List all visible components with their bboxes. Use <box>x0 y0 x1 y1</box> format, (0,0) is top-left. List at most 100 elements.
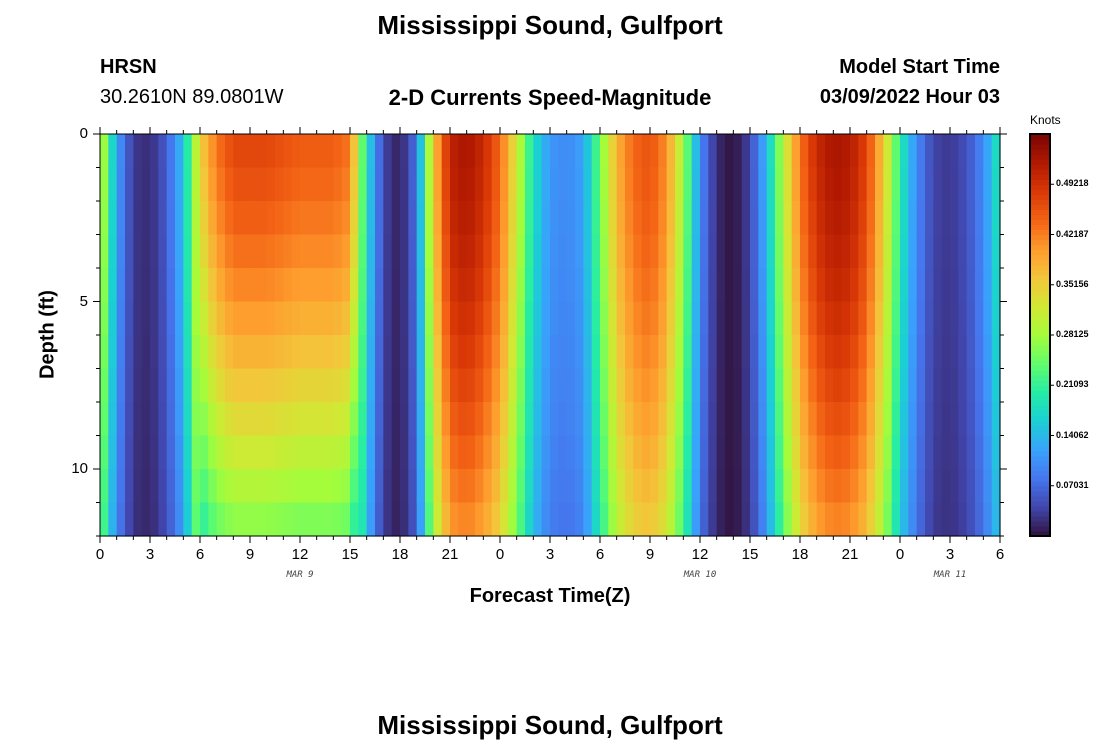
heatmap-cell <box>808 335 818 370</box>
heatmap-cell <box>141 234 151 269</box>
heatmap-cell <box>908 134 918 169</box>
heatmap-cell <box>783 301 793 336</box>
colorbar-segment <box>1030 209 1050 216</box>
heatmap-cell <box>191 368 201 403</box>
heatmap-cell <box>225 335 234 370</box>
heatmap-cell <box>566 134 576 169</box>
heatmap-cell <box>308 368 318 403</box>
colorbar-segment <box>1030 269 1050 276</box>
heatmap-cell <box>383 335 393 370</box>
colorbar-segment <box>1030 495 1050 502</box>
heatmap-cell <box>883 301 893 336</box>
heatmap-cell <box>266 502 276 537</box>
colorbar-segment <box>1030 294 1050 301</box>
heatmap-cell <box>341 368 351 403</box>
x-tick-label: 18 <box>391 546 409 563</box>
heatmap-cell <box>575 268 584 303</box>
heatmap-cell <box>533 368 543 403</box>
heatmap-cell <box>450 335 459 370</box>
heatmap-cell <box>566 368 576 403</box>
heatmap-cell <box>825 234 834 269</box>
colorbar-segment <box>1030 289 1050 296</box>
heatmap-cell <box>341 167 351 202</box>
heatmap-cell <box>291 402 301 437</box>
heatmap-cell <box>800 335 809 370</box>
heatmap-cell <box>183 502 193 537</box>
heatmap-cell <box>791 234 801 269</box>
heatmap-cell <box>775 268 784 303</box>
heatmap-cell <box>466 435 476 470</box>
heatmap-cell <box>433 368 443 403</box>
heatmap-cell <box>925 167 934 202</box>
heatmap-cell <box>508 335 518 370</box>
heatmap-cell <box>225 368 234 403</box>
heatmap-cell <box>900 167 909 202</box>
heatmap-cell <box>208 268 218 303</box>
heatmap-cell <box>650 201 659 236</box>
heatmap-cell <box>500 201 509 236</box>
heatmap-cell <box>391 167 401 202</box>
heatmap-cell <box>300 368 309 403</box>
heatmap-cell <box>566 402 576 437</box>
heatmap-cell <box>766 435 776 470</box>
colorbar-segment <box>1030 309 1050 316</box>
heatmap-cell <box>633 167 643 202</box>
heatmap-cell <box>608 435 618 470</box>
heatmap-cell <box>475 435 484 470</box>
heatmap-cell <box>808 469 818 504</box>
heatmap-cell <box>441 368 451 403</box>
colorbar-segment <box>1030 179 1050 185</box>
heatmap-cell <box>208 469 218 504</box>
heatmap-cell <box>300 234 309 269</box>
heatmap-cell <box>583 368 593 403</box>
colorbar-tick-label: 0.42187 <box>1056 228 1089 239</box>
heatmap-cell <box>458 268 468 303</box>
heatmap-cell <box>816 469 826 504</box>
heatmap-cell <box>875 301 884 336</box>
colorbar-segment <box>1030 390 1050 396</box>
heatmap-cell <box>650 335 659 370</box>
heatmap-cell <box>558 502 568 537</box>
heatmap-cell <box>575 502 584 537</box>
heatmap-cell <box>766 368 776 403</box>
colorbar-tick-label: 0.35156 <box>1056 278 1089 289</box>
heatmap-cell <box>241 502 251 537</box>
heatmap-cell <box>650 402 659 437</box>
heatmap-cell <box>933 502 943 537</box>
heatmap-cell <box>900 469 909 504</box>
heatmap-cell <box>158 502 168 537</box>
heatmap-cell <box>325 167 334 202</box>
heatmap-cell <box>966 301 976 336</box>
heatmap-cell <box>766 301 776 336</box>
heatmap-cell <box>883 268 893 303</box>
heatmap-cell <box>191 435 201 470</box>
colorbar-segment <box>1030 219 1050 226</box>
heatmap-cell <box>233 469 243 504</box>
heatmap-cell <box>808 402 818 437</box>
heatmap-cell <box>525 335 534 370</box>
heatmap-cell <box>850 469 859 504</box>
heatmap-cell <box>158 435 168 470</box>
heatmap-cell <box>333 469 343 504</box>
heatmap-cell <box>600 234 609 269</box>
heatmap-cell <box>283 301 293 336</box>
heatmap-cell <box>800 502 809 537</box>
heatmap-cell <box>866 234 876 269</box>
heatmap-cell <box>741 368 751 403</box>
heatmap-cell <box>825 268 834 303</box>
heatmap-cell <box>425 234 434 269</box>
heatmap-cell <box>616 435 626 470</box>
heatmap-cell <box>375 167 384 202</box>
heatmap-cell <box>275 201 284 236</box>
heatmap-cell <box>766 502 776 537</box>
colorbar-segment <box>1030 184 1050 190</box>
heatmap-cell <box>858 167 868 202</box>
heatmap-cell <box>491 469 501 504</box>
heatmap-cell <box>866 134 876 169</box>
heatmap-cell <box>350 502 359 537</box>
colorbar <box>1029 133 1054 537</box>
heatmap-cell <box>716 469 726 504</box>
heatmap-cell <box>783 435 793 470</box>
heatmap-cell <box>300 201 309 236</box>
heatmap-cell <box>366 167 376 202</box>
